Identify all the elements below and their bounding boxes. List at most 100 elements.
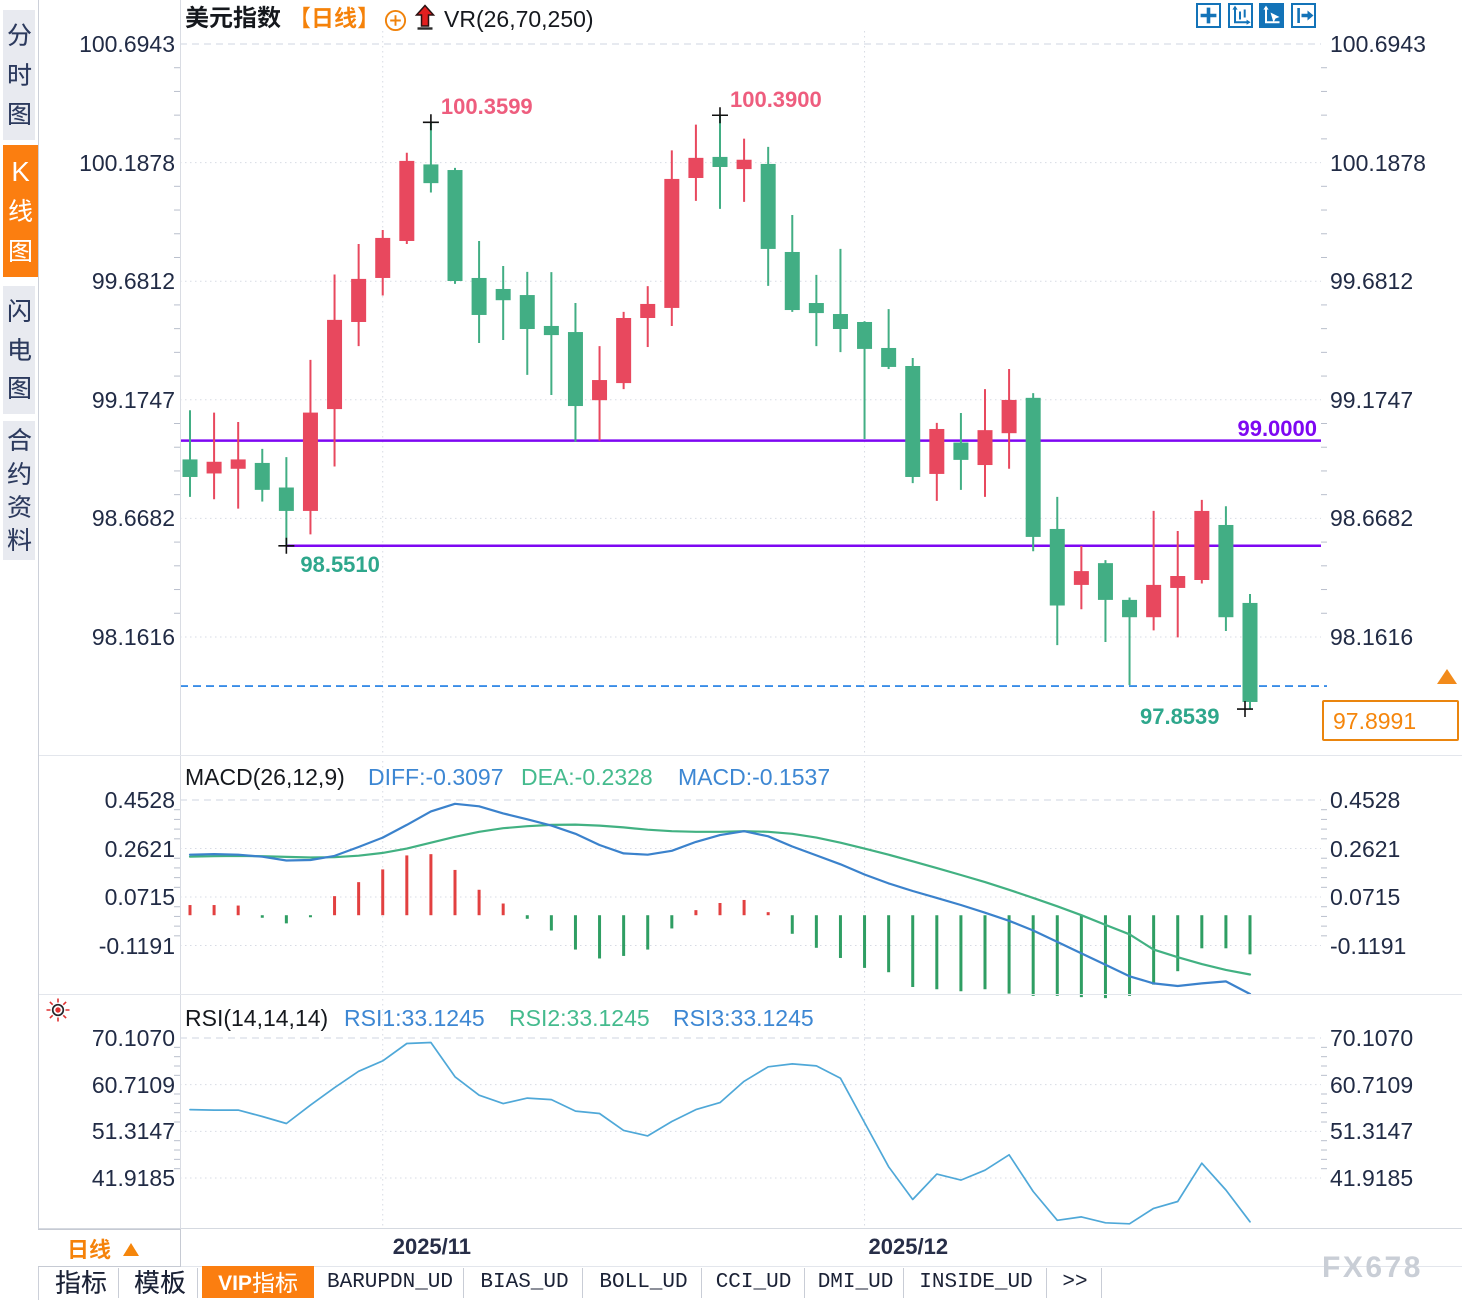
sidebar-tab-2[interactable]: K — [3, 145, 38, 277]
candle-body — [832, 314, 848, 330]
macd-diff-readout: DIFF:-0.3097 — [368, 764, 504, 790]
bottom-tab-[interactable]: >> — [1062, 1271, 1088, 1294]
price-axis-tick-label: 99.1747 — [1330, 386, 1414, 413]
crosshair-icon[interactable] — [1196, 3, 1221, 28]
sidebar-tab-4[interactable] — [3, 421, 35, 560]
rsi-axis-tick-label: 60.7109 — [1330, 1071, 1414, 1098]
candle-body — [592, 380, 608, 401]
price-hlines — [180, 439, 1327, 687]
bottom-tab-[interactable] — [122, 1268, 198, 1298]
candle-body — [471, 277, 487, 315]
candle-body — [1122, 599, 1138, 618]
candle-body — [712, 156, 728, 167]
add-overlay-icon[interactable] — [384, 9, 407, 32]
rsi-axis-tick-label: 51.3147 — [91, 1118, 175, 1145]
sidebar: K — [0, 0, 38, 1300]
macd-value-readout: MACD:-0.1537 — [678, 764, 831, 790]
candle-body — [1025, 397, 1041, 537]
macd-title: MACD(26,12,9) — [185, 764, 345, 790]
candle-body — [543, 325, 559, 336]
extreme-cross-marker — [712, 107, 728, 124]
candle-body — [278, 487, 294, 511]
candle-body — [808, 303, 824, 314]
macd-axis-tick-label: 0.0715 — [104, 884, 175, 911]
axes-chart-icon[interactable] — [1227, 3, 1253, 28]
annotation-low-2: 97.8539 — [1139, 704, 1220, 730]
candle-body — [1049, 528, 1065, 606]
bottom-tab-cciud[interactable]: CCI_UD — [715, 1271, 792, 1294]
rsi-axis-tick-label: 41.9185 — [91, 1165, 175, 1192]
macd-axis-tick-label: -0.1191 — [1330, 932, 1407, 959]
rsi-bottom-divider — [39, 1228, 1462, 1229]
rsi-axis-tick-label: 70.1070 — [1330, 1025, 1414, 1051]
annotation-high-1: 100.3599 — [440, 94, 533, 120]
extreme-cross-marker — [278, 537, 295, 554]
candle-body — [1073, 571, 1089, 585]
sidebar-divider — [38, 0, 39, 1300]
bottom-tab-dmiud[interactable]: DMI_UD — [817, 1271, 894, 1294]
price-axis-tick-label: 98.6682 — [1330, 505, 1414, 532]
candle-body — [519, 295, 535, 330]
candle-body — [736, 159, 752, 170]
tab-separator — [1101, 1268, 1102, 1298]
period-selector[interactable] — [38, 1229, 181, 1267]
watermark: FX678 — [1322, 1251, 1423, 1284]
tab-separator — [701, 1268, 702, 1298]
macd-axis-tick-label: -0.1191 — [98, 932, 175, 959]
candle-body — [640, 303, 656, 319]
candle-body — [1218, 524, 1234, 618]
candle-body — [616, 318, 632, 384]
macd-axis-tick-label: 0.0715 — [1330, 884, 1401, 911]
candle-body — [375, 237, 391, 278]
candle-body — [1242, 602, 1258, 702]
macd-axis-tick-label: 0.4528 — [1330, 787, 1401, 813]
candle-body — [1001, 399, 1017, 434]
price-axis-tick-label: 100.6943 — [79, 31, 175, 57]
rsi-axis-tick-label: 41.9185 — [1330, 1165, 1414, 1192]
sidebar-tab-1[interactable] — [3, 10, 35, 140]
candle-body — [206, 461, 222, 474]
bottom-tab-bollud[interactable]: BOLL_UD — [599, 1271, 688, 1294]
bottom-tab-barupdnud[interactable]: BARUPDN_UD — [326, 1271, 454, 1294]
bottom-tab-[interactable] — [43, 1268, 119, 1298]
tab-separator — [1046, 1268, 1047, 1298]
axis-plot-divider — [180, 0, 181, 1228]
tab-separator — [804, 1268, 805, 1298]
rsi-title: RSI(14,14,14) — [185, 1005, 329, 1031]
tab-separator — [582, 1268, 583, 1298]
candle-body — [1170, 576, 1186, 588]
trend-up-arrow-icon — [414, 4, 436, 30]
candle-body — [784, 251, 800, 311]
page-title — [185, 5, 281, 33]
price-axis-tick-label: 100.1878 — [1330, 149, 1426, 176]
rsi-plot — [189, 1041, 1251, 1225]
axis-minor-ticks — [174, 67, 1327, 1170]
price-axis-tick-label: 99.6812 — [1330, 268, 1414, 295]
candle-body — [327, 319, 343, 410]
price-macd-divider — [39, 755, 1462, 756]
candle-body — [953, 442, 969, 460]
tab-separator — [197, 1268, 198, 1298]
axes-pointer-icon[interactable] — [1259, 3, 1284, 28]
rsi3-readout: RSI3:33.1245 — [673, 1005, 814, 1031]
pan-right-icon[interactable] — [1290, 3, 1316, 28]
extreme-markers — [278, 107, 1253, 718]
candle-body — [423, 164, 439, 184]
current-price-tag[interactable]: 97.8991 — [1322, 700, 1459, 741]
rsi-axis-tick-label: 51.3147 — [1330, 1118, 1414, 1145]
candle-body — [230, 459, 246, 469]
indicator-settings-sun-icon[interactable] — [44, 996, 72, 1024]
candle-body — [1146, 584, 1162, 618]
extreme-cross-marker — [422, 114, 439, 131]
candle-body — [688, 157, 704, 178]
candle-body — [929, 428, 945, 474]
bottom-tab-biasud[interactable]: BIAS_UD — [480, 1271, 569, 1294]
sidebar-tab-3[interactable] — [3, 286, 35, 414]
bottom-tab-insideud[interactable]: INSIDE_UD — [919, 1271, 1033, 1294]
tab-separator — [118, 1268, 119, 1298]
macd-axis-tick-label: 0.2621 — [1330, 835, 1401, 862]
bottom-tab-vip[interactable]: VIP — [202, 1266, 314, 1298]
macd-plot — [188, 802, 1252, 999]
